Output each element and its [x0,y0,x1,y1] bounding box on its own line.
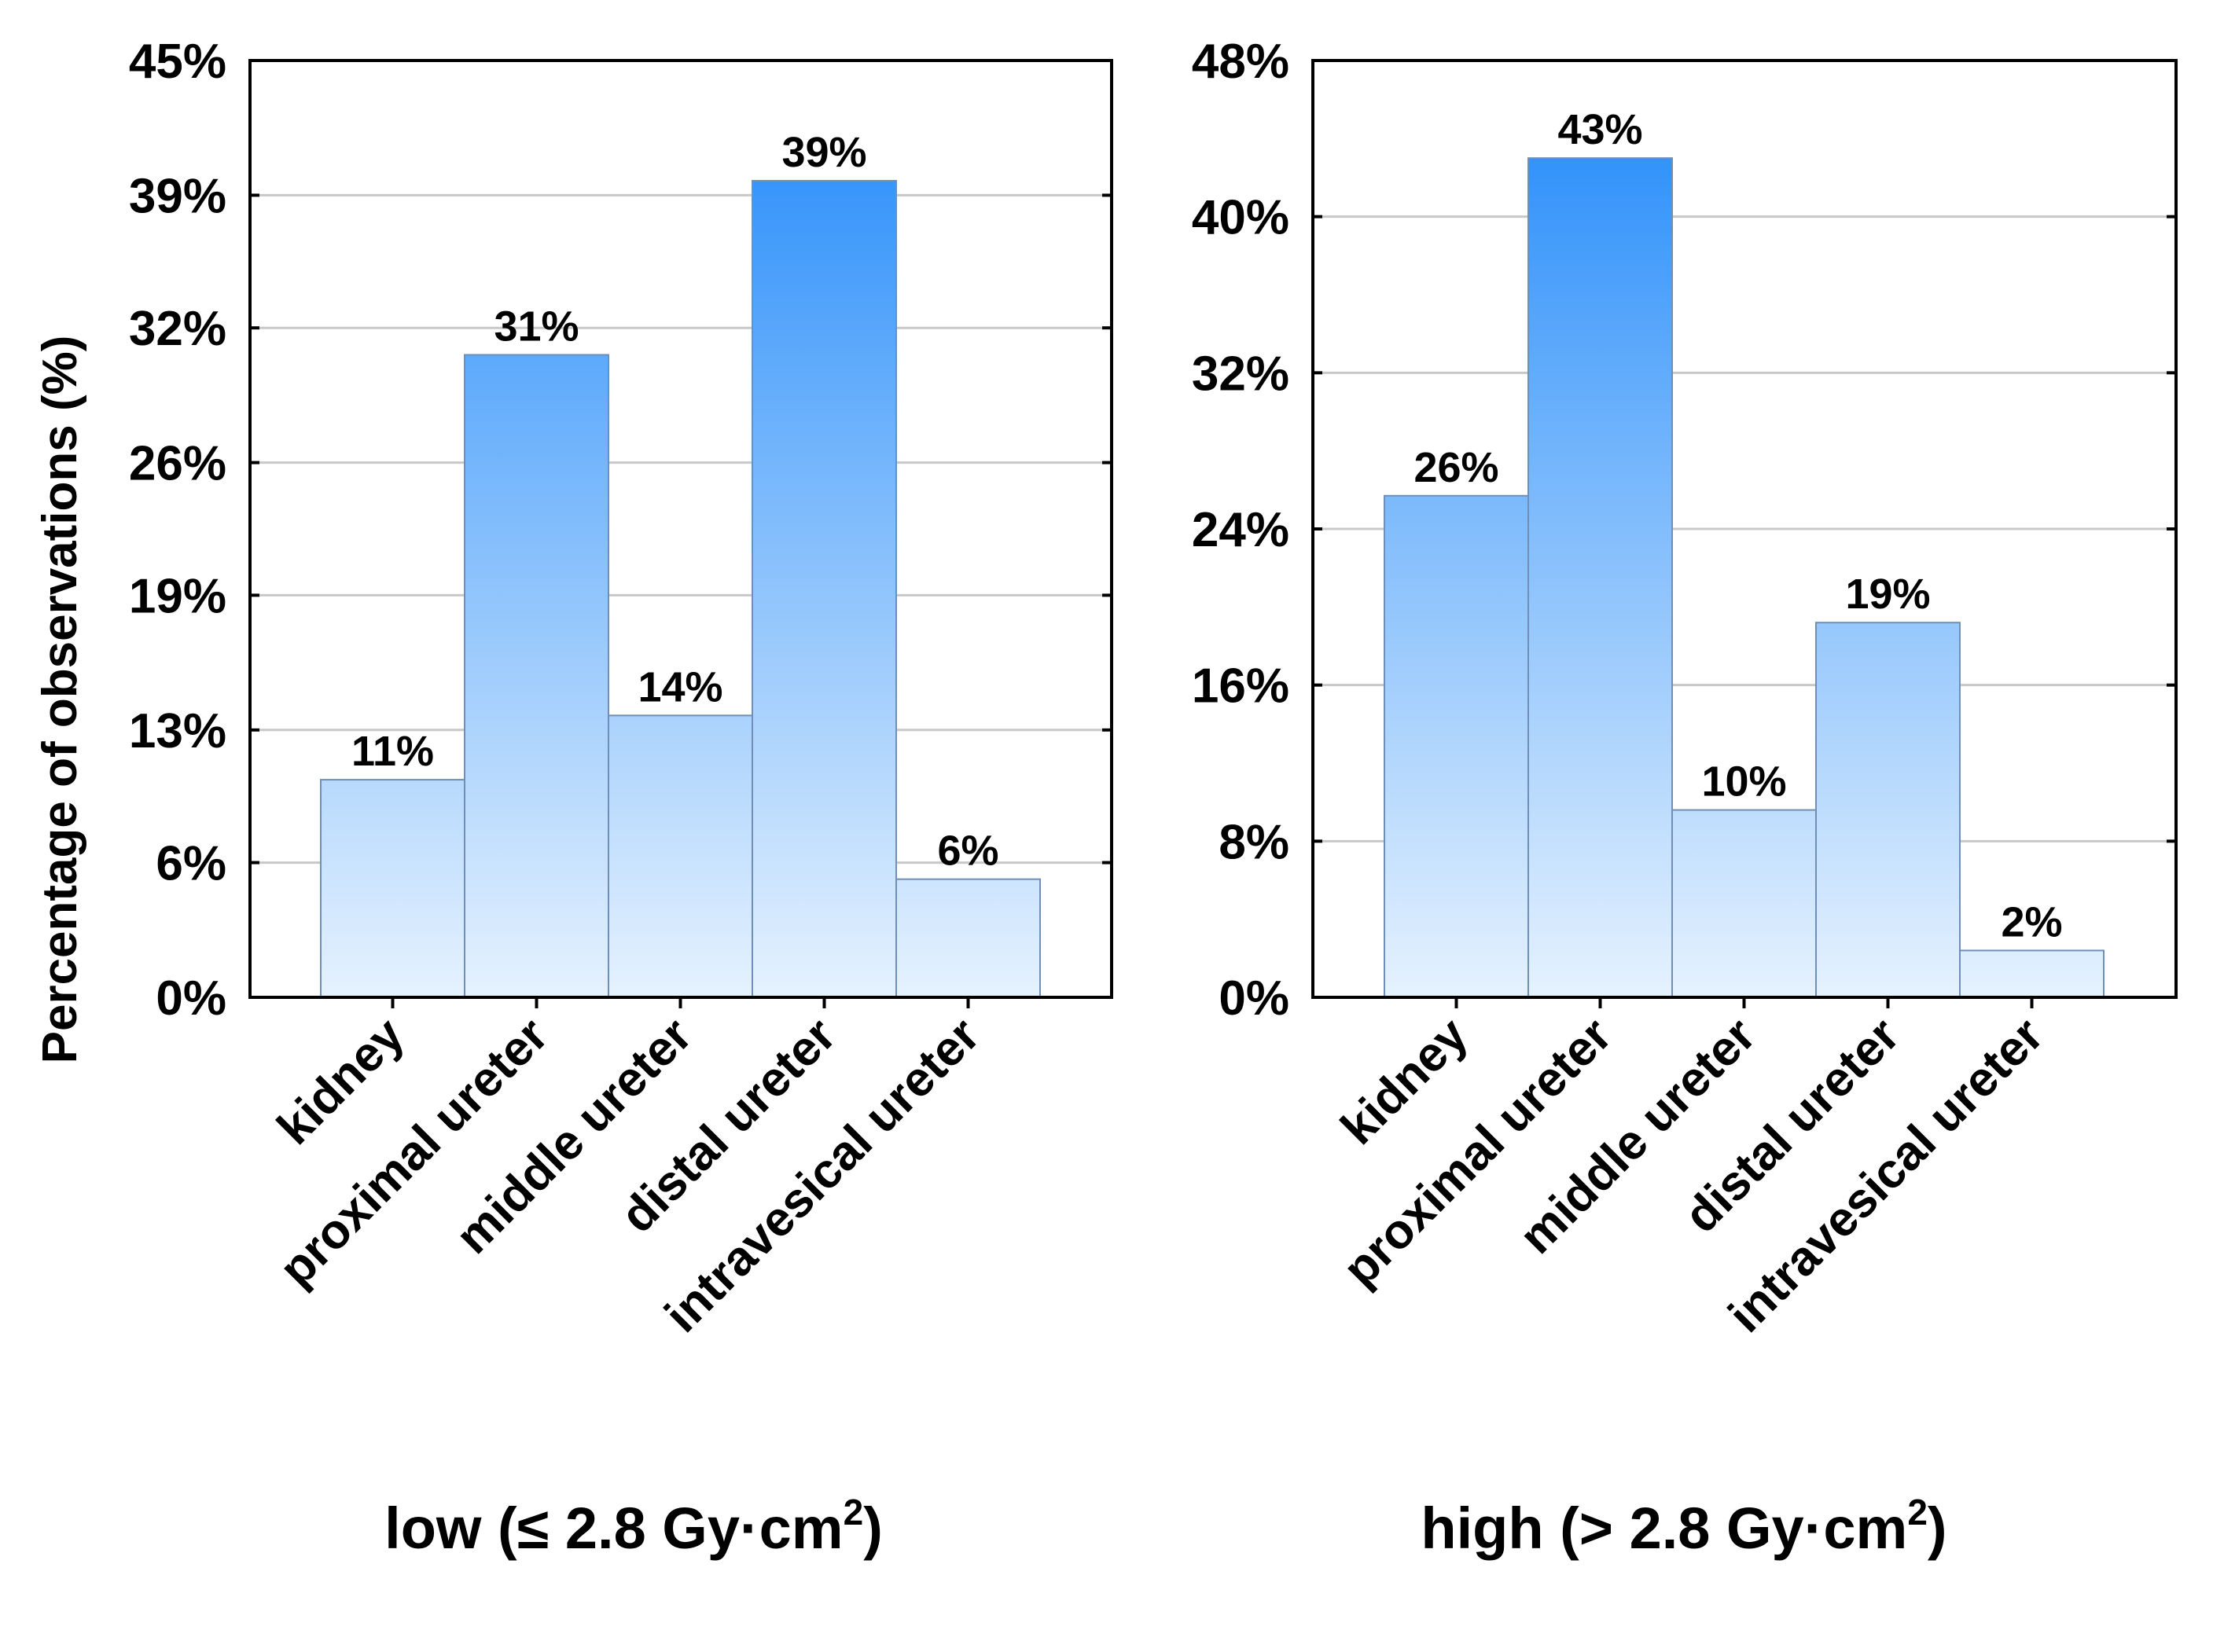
bar-proximal-ureter [464,354,609,998]
category-label: proximal ureter [269,1008,558,1297]
data-label: 26% [1413,444,1498,491]
y-tick-label: 16% [1192,659,1289,714]
y-tick-label: 24% [1192,503,1289,557]
data-label: 43% [1557,106,1642,153]
bar-middle-ureter [608,714,753,999]
bar-middle-ureter [1671,809,1817,998]
category-label: proximal ureter [1333,1008,1622,1297]
bar-kidney [320,779,465,998]
plot-frame [248,59,1113,999]
y-tick-label: 48% [1192,35,1289,89]
y-tick-label: 32% [129,302,226,356]
data-label: 2% [2001,898,2062,945]
data-label: 14% [638,663,722,710]
y-tick-label: 40% [1192,191,1289,245]
bar-distal-ureter [1815,622,1961,998]
y-tick-label: 6% [156,837,226,891]
y-tick-label: 19% [129,569,226,623]
data-label: 31% [494,303,579,350]
bar-kidney [1384,494,1529,998]
y-axis-title: Percentage of observations (%) [33,336,87,1064]
data-label: 11% [351,728,434,775]
data-label: 39% [781,129,866,176]
y-tick-label: 0% [156,971,226,1026]
bar-distal-ureter [752,179,897,998]
y-tick-label: 39% [129,169,226,223]
y-tick-label: 32% [1192,347,1289,401]
panel-subtitle: high (> 2.8 Gy·cm2) [1421,1492,1946,1561]
chart-panel-high: 0% 8% 16% 24% 32% 40% 48% 26% kidney 43% proximal … [1192,35,2178,1561]
y-tick-label: 45% [129,35,226,89]
y-tick-label: 0% [1219,971,1289,1026]
category-label: kidney [267,1008,415,1155]
bar-intravesical-ureter [1959,949,2105,999]
chart-panel-low: 0% 6% 13% 19% 26% 32% 39% 45% 11% kidney 31% proxim… [129,35,1113,1561]
data-label: 6% [937,828,998,875]
category-label: kidney [1331,1008,1479,1155]
plot-frame [1311,59,2178,999]
y-tick-label: 13% [129,704,226,758]
bar-proximal-ureter [1527,157,1673,999]
data-label: 10% [1701,758,1786,806]
bar-intravesical-ureter [895,878,1041,998]
panel-subtitle: low (≤ 2.8 Gy·cm2) [384,1492,883,1561]
y-tick-label: 8% [1219,815,1289,869]
data-label: 19% [1845,571,1930,618]
y-tick-label: 26% [129,437,226,491]
